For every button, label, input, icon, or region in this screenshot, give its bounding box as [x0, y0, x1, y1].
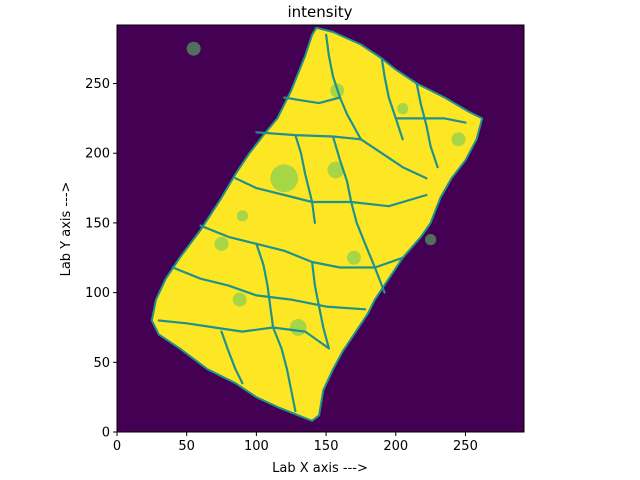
grain-boundary-line: [272, 326, 297, 413]
grain-boundary-line: [394, 117, 467, 124]
grain-boundary-line: [234, 177, 428, 208]
mid-intensity-patch: [289, 319, 307, 336]
grain-boundary-line: [255, 242, 275, 329]
y-tick-label: 150: [85, 216, 110, 231]
x-tick-label: 150: [314, 439, 339, 454]
x-tick-label: 200: [383, 439, 408, 454]
grain-boundary-line: [255, 131, 362, 141]
y-tick-label: 200: [85, 147, 110, 162]
grain-boundary-line: [350, 200, 386, 294]
y-tick-label: 250: [85, 77, 110, 92]
grain-boundaries: [157, 33, 467, 413]
grain-boundary-line: [331, 135, 353, 204]
mid-intensity-patch: [186, 41, 201, 56]
y-axis-label: Lab Y axis --->: [59, 182, 74, 277]
mid-intensity-patch: [270, 164, 299, 193]
y-tick-label: 0: [102, 426, 110, 441]
mid-intensity-patch: [327, 161, 345, 179]
grain-boundary-line: [380, 57, 404, 141]
grain-boundary-line: [283, 96, 342, 105]
grain-boundary-line: [294, 134, 316, 224]
grain-boundary-line: [415, 82, 439, 169]
x-tick-label: 50: [178, 439, 195, 454]
grain-boundary-line: [157, 319, 330, 350]
axes-frame: [116, 24, 525, 433]
mid-intensity-patch: [232, 292, 247, 307]
chart-title: intensity: [287, 3, 352, 21]
grain-boundary-line: [171, 266, 367, 311]
grain-boundary-line: [220, 330, 244, 385]
y-tick-label: 50: [93, 356, 110, 371]
mid-intensity-patch: [236, 210, 249, 222]
x-tick-label: 250: [453, 439, 478, 454]
grain-boundary-line: [359, 138, 428, 180]
mid-intensity-patch: [214, 236, 229, 251]
mid-intensity-patch: [425, 234, 437, 246]
mid-intensity-patch: [397, 103, 409, 115]
x-tick-label: 100: [244, 439, 269, 454]
grain-boundary-line: [199, 224, 404, 269]
x-axis-ticks: 0 50 100 150 200 250: [113, 432, 478, 454]
grain-boundary-line: [311, 260, 330, 350]
x-tick-label: 0: [113, 439, 121, 454]
y-axis-ticks: 0 50 100 150 200 250: [85, 77, 117, 441]
heatmap-plot-area: [117, 25, 524, 432]
mid-intensity-patch: [451, 132, 466, 147]
y-tick-label: 100: [85, 286, 110, 301]
sample-region: [150, 26, 484, 422]
grain-boundary-line: [325, 33, 362, 141]
mid-intensity-patch: [346, 250, 361, 265]
x-axis-label: Lab X axis --->: [272, 461, 368, 476]
